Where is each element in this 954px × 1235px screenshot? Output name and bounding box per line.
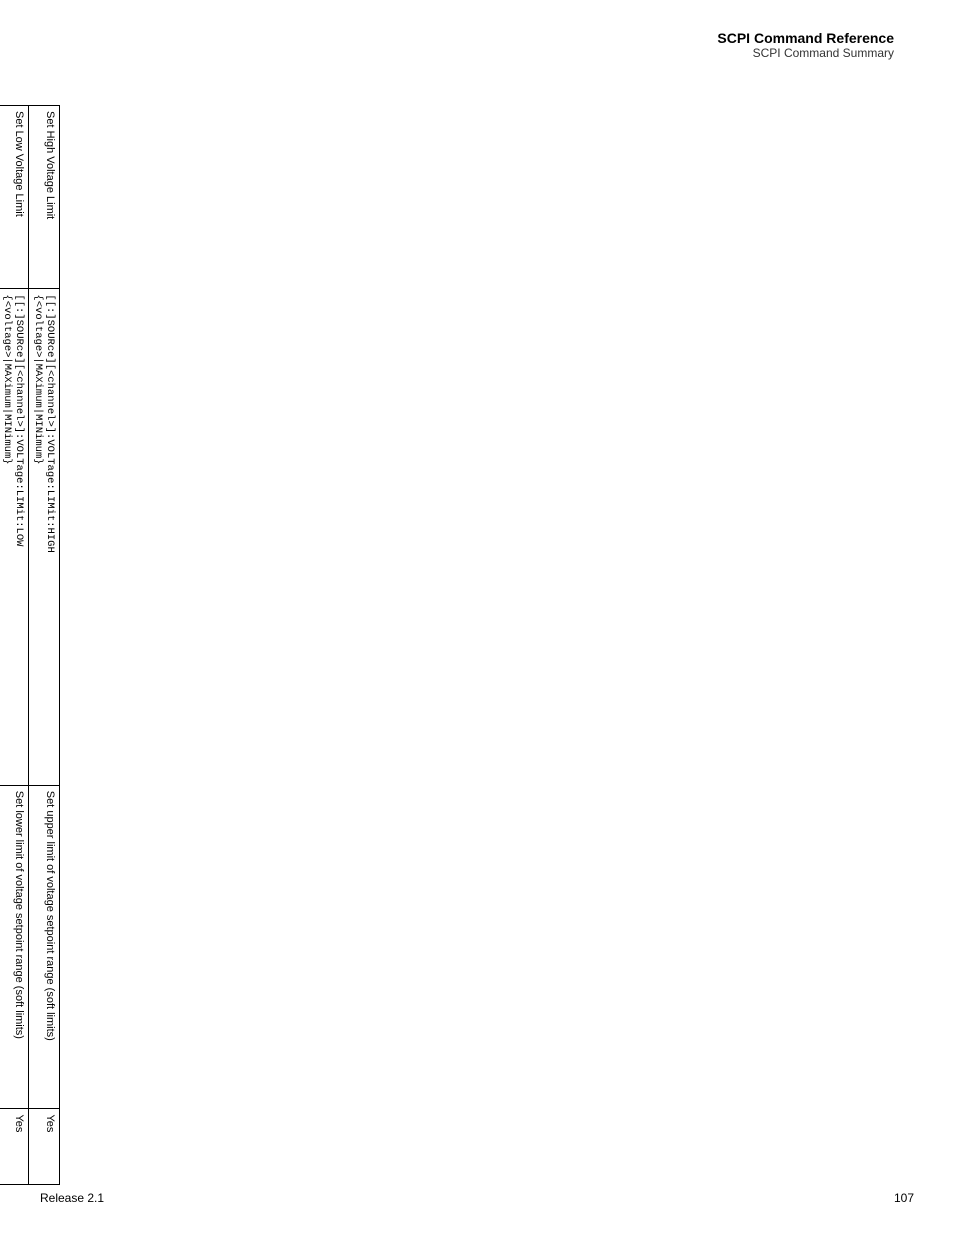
table-row: Set High Voltage Limit [[:]SOURce][<chan… [29,106,60,1185]
cell-cmd: [[:]SOURce][<channel>]:VOLTage:LIMit:LOW… [0,289,29,785]
cell-func: Set High Voltage Limit [29,106,60,289]
cell-desc: Set lower limit of voltage setpoint rang… [0,785,29,1109]
table-partial-top: Set High Voltage Limit [[:]SOURce][<chan… [0,105,60,1185]
cell-desc: Set upper limit of voltage setpoint rang… [29,785,60,1109]
page-header: SCPI Command Reference SCPI Command Summ… [717,30,894,60]
footer-release: Release 2.1 [40,1191,104,1205]
header-title-bold: SCPI Command Reference [717,30,894,46]
cell-func: Set Low Voltage Limit [0,106,29,289]
rotated-content: Set High Voltage Limit [[:]SOURce][<chan… [0,105,60,1185]
page: SCPI Command Reference SCPI Command Summ… [0,0,954,1235]
cell-qry: Yes [29,1109,60,1185]
header-title-light: SCPI Command Summary [717,46,894,60]
table-row: Set Low Voltage Limit [[:]SOURce][<chann… [0,106,29,1185]
footer-page-number: 107 [894,1191,914,1205]
cell-cmd: [[:]SOURce][<channel>]:VOLTage:LIMit:HIG… [29,289,60,785]
cell-qry: Yes [0,1109,29,1185]
